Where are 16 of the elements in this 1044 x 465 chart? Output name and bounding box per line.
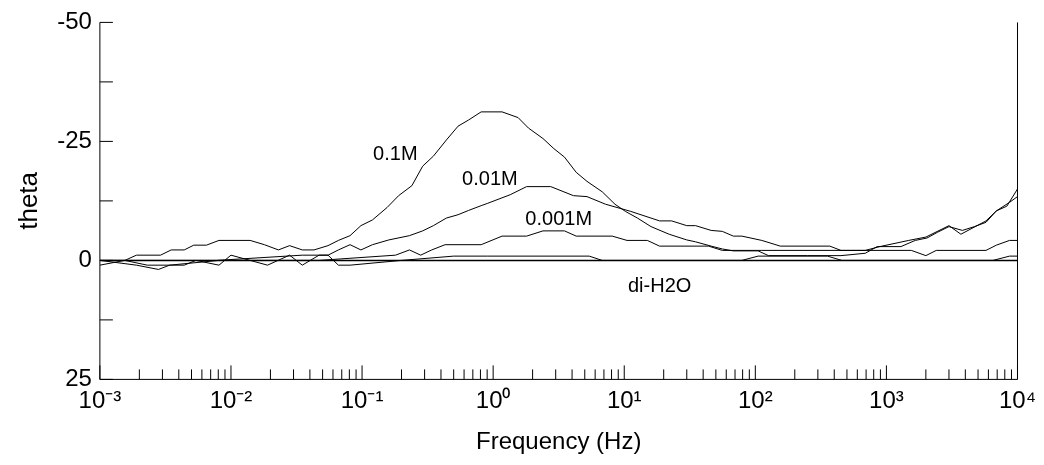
- y-tick-label: 0: [78, 245, 92, 273]
- y-axis-title: theta: [12, 171, 43, 230]
- x-tick-label: 10¹: [606, 386, 642, 414]
- x-tick-label: 10³: [869, 386, 904, 414]
- x-tick-label: 10⁰: [475, 386, 511, 414]
- x-tick-label: 10⁻¹: [340, 386, 384, 414]
- x-tick-label: 10²: [737, 386, 773, 414]
- y-tick-label: -50: [57, 7, 92, 35]
- x-tick-label: 10⁻²: [209, 386, 253, 414]
- x-axis-title: Frequency (Hz): [476, 427, 642, 455]
- x-tick-label: 10⁴: [998, 386, 1036, 414]
- series-label: 0.1M: [373, 142, 418, 165]
- series-label: 0.001M: [525, 207, 593, 230]
- series-label: 0.01M: [462, 167, 518, 189]
- y-tick-label: -25: [57, 126, 92, 154]
- series-label: di-H2O: [627, 274, 692, 297]
